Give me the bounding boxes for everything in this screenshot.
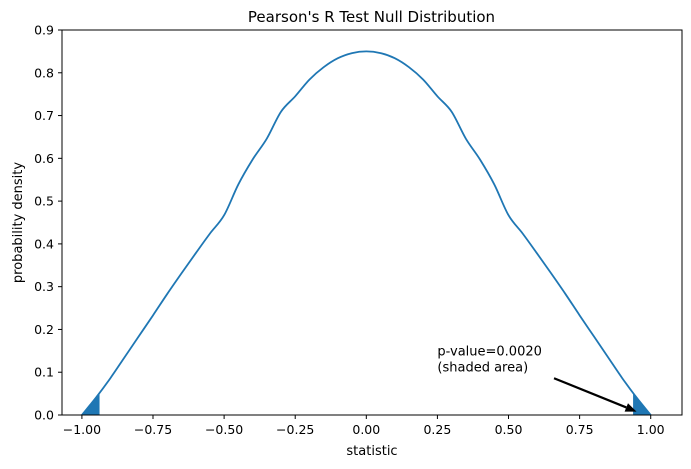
plot-frame	[61, 29, 683, 416]
y-tick-label: 0.5	[34, 194, 54, 209]
x-axis: −1.00 −0.75 −0.50 −0.25 0.00 0.25 0.50 0.75 1.00	[63, 415, 665, 437]
annotation-arrow-shaft	[553, 377, 627, 409]
x-axis-label: statistic	[346, 444, 397, 459]
x-tick-label: 1.00	[637, 422, 665, 437]
annotation-text-line-2: (shaded area)	[437, 360, 528, 375]
y-tick-label: 0.7	[34, 108, 54, 123]
p-value-annotation: p-value=0.0020 (shaded area)	[437, 344, 637, 412]
y-axis: 0.0 0.1 0.2 0.3 0.4 0.5 0.6 0.7 0.8 0.9	[34, 23, 62, 423]
plot-area	[81, 50, 652, 416]
shaded-left-tail	[81, 392, 100, 415]
y-tick-label: 0.2	[34, 322, 54, 337]
y-tick-label: 0.3	[34, 279, 54, 294]
y-tick-label: 0.8	[34, 65, 54, 80]
x-tick-label: −0.50	[205, 422, 243, 437]
annotation-arrow-head	[624, 403, 637, 412]
shaded-right-tail	[633, 392, 651, 415]
y-axis-label: probability density	[11, 162, 26, 283]
x-tick-label: 0.25	[423, 422, 451, 437]
chart-title: Pearson's R Test Null Distribution	[248, 8, 495, 26]
y-tick-label: 0.1	[34, 365, 54, 380]
x-tick-label: −1.00	[63, 422, 101, 437]
x-tick-label: −0.25	[276, 422, 314, 437]
density-curve	[81, 50, 652, 416]
y-tick-label: 0.4	[34, 236, 54, 251]
annotation-text-line-1: p-value=0.0020	[437, 344, 541, 359]
x-tick-label: −0.75	[134, 422, 172, 437]
y-tick-label: 0.9	[34, 23, 54, 38]
y-tick-label: 0.0	[34, 408, 54, 423]
x-tick-label: 0.50	[495, 422, 523, 437]
x-tick-label: 0.00	[352, 422, 380, 437]
x-tick-label: 0.75	[566, 422, 594, 437]
y-tick-label: 0.6	[34, 151, 54, 166]
